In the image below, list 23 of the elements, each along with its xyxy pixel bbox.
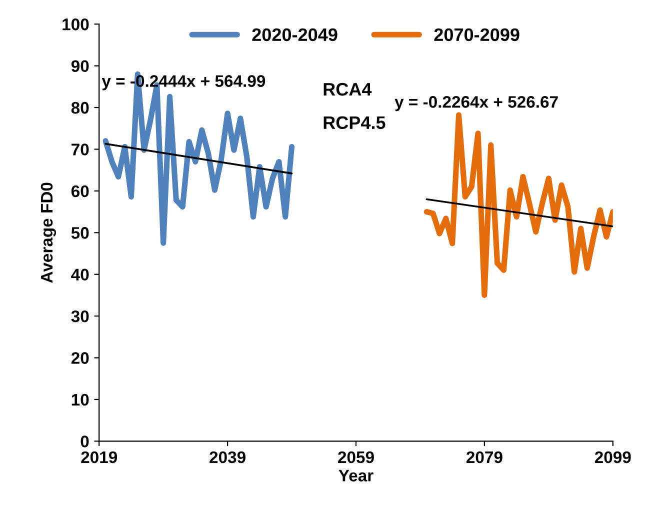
y-tick-label: 80 xyxy=(71,102,89,114)
y-tick-label: 10 xyxy=(72,394,89,406)
annotation: RCA4 xyxy=(324,82,372,96)
x-tick-label: 2019 xyxy=(81,451,118,464)
legend-label: 2020-2049 xyxy=(252,28,338,42)
y-tick-label: 60 xyxy=(71,185,89,198)
y-tick-label: 30 xyxy=(71,310,89,322)
x-tick-label: 2079 xyxy=(466,451,502,464)
x-axis-title: Year xyxy=(338,470,374,482)
y-tick-label: 40 xyxy=(71,268,89,281)
legend-label: 2070-2099 xyxy=(434,28,520,42)
x-tick-label: 2099 xyxy=(594,451,631,464)
y-tick-label: 70 xyxy=(72,144,89,156)
annotation: y = -0.2264x + 526.67 xyxy=(394,96,558,112)
y-tick-label: 20 xyxy=(71,352,89,364)
x-tick-label: 2039 xyxy=(210,451,246,464)
y-tick-label: 100 xyxy=(62,18,89,30)
y-axis-title: Average FD0 xyxy=(40,182,56,283)
y-tick-label: 0 xyxy=(80,436,89,448)
y-tick-label: 50 xyxy=(71,227,89,239)
y-tick-label: 90 xyxy=(71,60,89,72)
annotation: RCP4.5 xyxy=(324,116,386,130)
x-tick-label: 2059 xyxy=(338,451,374,464)
